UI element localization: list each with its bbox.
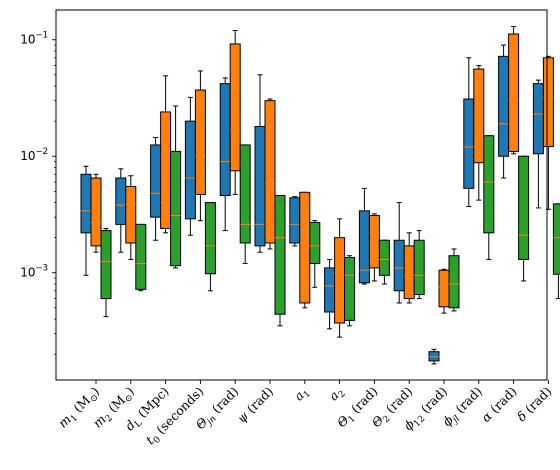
box-body bbox=[324, 267, 336, 313]
box-body bbox=[368, 214, 380, 269]
box-body bbox=[344, 257, 356, 321]
box-body bbox=[508, 33, 520, 152]
box-body bbox=[274, 195, 286, 315]
box-body bbox=[80, 173, 92, 234]
box-s1-c6 bbox=[254, 74, 266, 253]
box-body bbox=[125, 185, 137, 244]
box-s1-c5 bbox=[219, 77, 231, 232]
box-body bbox=[448, 255, 460, 309]
box-body bbox=[289, 197, 301, 244]
x-tick-label: α (rad) bbox=[478, 384, 519, 425]
box-s1-c11 bbox=[428, 348, 440, 365]
box-s3-c5 bbox=[239, 144, 251, 265]
box-s3-c6 bbox=[274, 195, 286, 327]
box-body bbox=[498, 55, 510, 157]
y-tick-label: 10−1 bbox=[20, 31, 48, 47]
box-s3-c13 bbox=[518, 155, 530, 282]
box-body bbox=[219, 83, 231, 197]
box-s1-c7 bbox=[289, 196, 301, 247]
box-s3-c9 bbox=[378, 239, 390, 285]
box-body bbox=[532, 83, 544, 155]
box-s1-c2 bbox=[115, 168, 127, 253]
y-tick-label: 10−2 bbox=[20, 147, 48, 163]
box-body bbox=[483, 135, 495, 234]
box-body bbox=[264, 100, 276, 244]
box-body bbox=[393, 239, 405, 292]
box-s1-c9 bbox=[358, 187, 370, 285]
box-s2-c2 bbox=[125, 175, 137, 260]
box-body bbox=[334, 237, 346, 324]
box-body bbox=[438, 269, 450, 308]
box-s2-c4 bbox=[194, 70, 206, 222]
x-axis: m1 (M⊙)m2 (M⊙)dL (Mpc)t0 (seconds)Θjn (r… bbox=[55, 380, 555, 447]
box-s2-c8 bbox=[334, 218, 346, 338]
box-body bbox=[463, 98, 475, 189]
box-s3-c10 bbox=[413, 230, 425, 300]
box-body bbox=[542, 57, 554, 148]
box-s1-c1 bbox=[80, 165, 92, 276]
box-s2-c3 bbox=[160, 75, 172, 234]
box-s2-c10 bbox=[403, 232, 415, 304]
box-s1-c13 bbox=[498, 44, 510, 179]
box-body bbox=[552, 203, 560, 275]
box-s1-c14 bbox=[532, 79, 544, 209]
box-s2-c13 bbox=[508, 25, 520, 155]
box-s2-c9 bbox=[368, 213, 380, 282]
x-tick-label: ψ (rad) bbox=[234, 384, 276, 426]
box-body bbox=[299, 191, 311, 304]
box-body bbox=[518, 155, 530, 260]
box-s3-c7 bbox=[309, 220, 321, 288]
y-axis: 10−3 10−2 10−1 bbox=[20, 31, 56, 355]
box-s3-c12 bbox=[483, 135, 495, 260]
box-s3-c3 bbox=[170, 105, 182, 269]
box-body bbox=[204, 202, 216, 275]
box-s1-c10 bbox=[393, 202, 405, 304]
box-s2-c1 bbox=[90, 173, 102, 253]
box-s3-c14 bbox=[552, 203, 560, 300]
x-tick-label: δ (rad) bbox=[514, 384, 555, 425]
box-s1-c3 bbox=[150, 136, 162, 241]
box-s3-c2 bbox=[135, 223, 147, 292]
plot-area bbox=[80, 25, 560, 365]
box-body bbox=[309, 221, 321, 265]
box-s2-c6 bbox=[264, 98, 276, 250]
box-s1-c12 bbox=[463, 57, 475, 208]
x-tick-label: a2 bbox=[326, 384, 348, 406]
box-s2-c7 bbox=[299, 191, 311, 309]
box-body bbox=[358, 210, 370, 284]
box-body bbox=[100, 230, 112, 300]
box-s1-c4 bbox=[184, 96, 196, 236]
x-tick-label: a1 bbox=[291, 384, 313, 406]
box-body bbox=[239, 144, 251, 244]
box-body bbox=[170, 150, 182, 267]
box-s3-c4 bbox=[204, 202, 216, 292]
box-body bbox=[135, 223, 147, 290]
box-body bbox=[403, 245, 415, 300]
box-s3-c8 bbox=[344, 255, 356, 327]
box-body bbox=[115, 177, 127, 225]
box-s1-c8 bbox=[324, 258, 336, 330]
box-s2-c12 bbox=[473, 65, 485, 201]
box-body bbox=[90, 177, 102, 247]
x-tick-label: m2 (M⊙) bbox=[90, 384, 139, 433]
box-body bbox=[378, 239, 390, 276]
box-s2-c11 bbox=[438, 268, 450, 314]
box-body bbox=[413, 239, 425, 296]
box-s2-c5 bbox=[229, 30, 241, 195]
box-body bbox=[194, 89, 206, 195]
plot-frame bbox=[55, 9, 548, 381]
box-s3-c1 bbox=[100, 227, 112, 318]
box-body bbox=[473, 68, 485, 164]
box-body bbox=[150, 144, 162, 218]
box-s2-c14 bbox=[542, 55, 554, 210]
box-s3-c11 bbox=[448, 248, 460, 312]
y-tick-label: 10−3 bbox=[20, 264, 48, 280]
box-body bbox=[254, 125, 266, 247]
box-body bbox=[184, 120, 196, 220]
box-body bbox=[229, 43, 241, 172]
box-body bbox=[160, 111, 172, 229]
